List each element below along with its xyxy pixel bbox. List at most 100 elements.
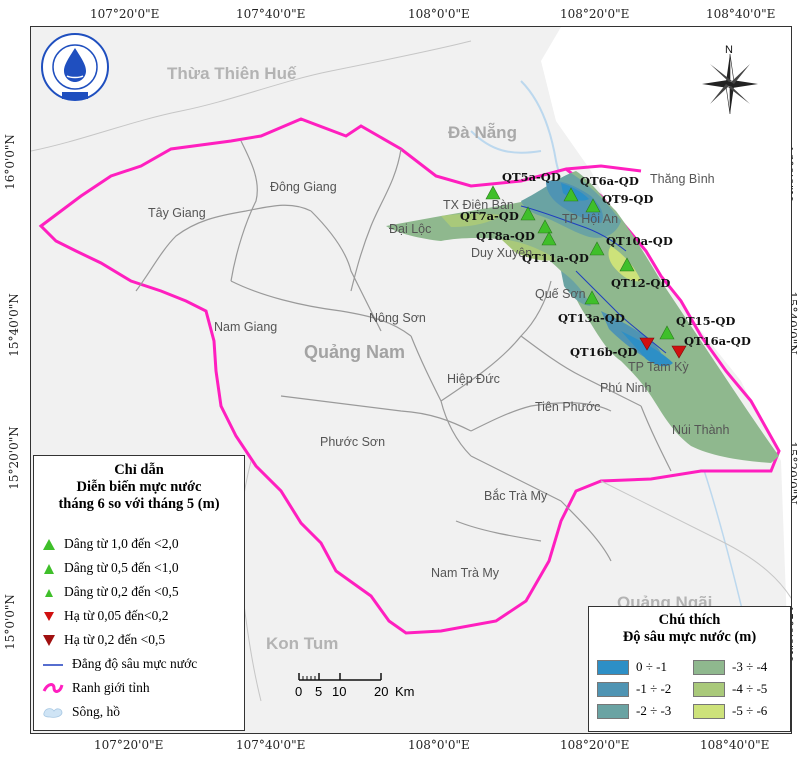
label-tx-dien-ban: TX Điện Bàn <box>443 198 514 212</box>
legend-item-label: Hạ từ 0,2 đến <0,5 <box>64 632 166 647</box>
label-bac-tra-my: Bắc Trà My <box>484 489 548 503</box>
legend-item-label: Ranh giới tỉnh <box>72 680 150 695</box>
triangle-up-large-icon <box>43 538 55 550</box>
legend-left-title-1: Chỉ dẫn <box>114 462 164 478</box>
station-label-qt16a: QT16a-QD <box>684 334 751 348</box>
station-label-qt8a: QT8a-QD <box>476 229 535 243</box>
label-nam-giang: Nam Giang <box>214 320 278 334</box>
coord-top-1: 107°20'0"E <box>90 7 160 21</box>
label-hiep-duc: Hiệp Đức <box>447 372 500 386</box>
legend-right-title-1: Chú thích <box>658 612 721 628</box>
station-label-qt5a: QT5a-QD <box>502 170 561 184</box>
label-nui-thanh: Núi Thành <box>672 423 730 437</box>
coord-top-2: 107°40'0"E <box>236 7 306 21</box>
legend-item-rise-medium: Dâng từ 0,5 đến <1,0 <box>42 560 179 576</box>
station-label-qt6a: QT6a-QD <box>580 174 639 188</box>
label-phu-ninh: Phú Ninh <box>600 381 652 395</box>
depth-class-label: -2 ÷ -3 <box>636 703 672 718</box>
legend-item-label: Đẳng độ sâu mực nước <box>72 656 198 671</box>
label-tp-hoi-an: TP Hội An <box>562 212 619 226</box>
station-label-qt7a: QT7a-QD <box>460 209 519 223</box>
depth-class-5: -5 ÷ -6 <box>693 703 767 719</box>
scale-tick-5: 5 <box>315 684 323 699</box>
legend-item-label: Dâng từ 0,2 đến <0,5 <box>64 584 179 599</box>
legend-left-title-3: tháng 6 so với tháng 5 (m) <box>58 496 220 512</box>
station-label-qt12: QT12-QD <box>611 276 671 290</box>
scale-unit: Km <box>395 684 415 699</box>
legend-item-label: Dâng từ 1,0 đến <2,0 <box>64 536 179 551</box>
label-dai-loc: Đại Lộc <box>389 222 432 236</box>
coord-bottom-5: 108°40'0"E <box>700 738 770 752</box>
depth-class-2: -2 ÷ -3 <box>597 703 671 719</box>
station-label-qt9: QT9-QD <box>602 192 654 206</box>
coord-top-5: 108°40'0"E <box>706 7 776 21</box>
cewafo-logo <box>41 33 109 101</box>
coord-left-1: 16°0'0"N <box>2 134 17 190</box>
label-dong-giang: Đông Giang <box>270 180 337 194</box>
province-boundary-icon <box>42 683 64 693</box>
legend-right-title-2: Độ sâu mực nước (m) <box>622 629 757 645</box>
scale-bar-graphic <box>298 673 382 681</box>
coord-left-2: 15°40'0"N <box>6 293 21 357</box>
label-que-son: Quế Sơn <box>535 287 586 301</box>
legend-left-title-2: Diễn biến mực nước <box>76 479 202 495</box>
label-phuoc-son: Phước Sơn <box>320 435 386 449</box>
coord-top-4: 108°20'0"E <box>560 7 630 21</box>
scale-tick-10: 10 <box>332 684 347 699</box>
coord-bottom-1: 107°20'0"E <box>94 738 164 752</box>
scale-tick-0: 0 <box>295 684 303 699</box>
label-quang-nam: Quảng Nam <box>304 342 406 362</box>
legend-item-rise-small: Dâng từ 0,2 đến <0,5 <box>42 584 179 600</box>
station-label-qt11a: QT11a-QD <box>522 251 589 265</box>
coord-left-3: 15°20'0"N <box>6 426 21 490</box>
label-kon-tum: Kon Tum <box>266 634 339 653</box>
depth-class-label: -5 ÷ -6 <box>732 703 768 718</box>
legend-depth: Chú thích Độ sâu mực nước (m) 0 ÷ -1 -1 … <box>588 606 791 732</box>
label-thua-thien-hue: Thừa Thiên Huế <box>167 64 297 83</box>
coord-bottom-3: 108°0'0"E <box>408 738 470 752</box>
label-tay-giang: Tây Giang <box>148 206 206 220</box>
legend-item-rise-large: Dâng từ 1,0 đến <2,0 <box>42 536 179 552</box>
coord-left-4: 15°0'0"N <box>2 594 17 650</box>
scale-bar: 0 5 10 20 Km <box>295 670 415 699</box>
depth-class-label: -1 ÷ -2 <box>636 681 672 696</box>
legend-item-isoline: Đẳng độ sâu mực nước <box>42 656 197 672</box>
legend-item-water: Sông, hồ <box>42 704 120 720</box>
legend-item-label: Dâng từ 0,5 đến <1,0 <box>64 560 179 575</box>
label-da-nang: Đà Nẵng <box>448 123 517 142</box>
depth-class-3: -3 ÷ -4 <box>693 659 767 675</box>
depth-class-label: -3 ÷ -4 <box>732 659 768 674</box>
triangle-down-medium-icon <box>43 634 55 646</box>
label-thang-binh: Thăng Bình <box>650 172 715 186</box>
district-boundaries <box>135 140 672 562</box>
triangle-up-small-icon <box>45 588 53 597</box>
sea-area <box>541 27 791 733</box>
compass-rose-icon <box>702 53 758 115</box>
isoline-icon <box>43 663 63 666</box>
station-label-qt10a: QT10a-QD <box>606 234 673 248</box>
legend-item-drop-small: Hạ từ 0,05 đến<0,2 <box>42 608 169 624</box>
coord-bottom-2: 107°40'0"E <box>236 738 306 752</box>
label-tp-tam-ky: TP Tam Kỳ <box>628 360 689 374</box>
triangle-down-small-icon <box>44 611 54 621</box>
depth-class-4: -4 ÷ -5 <box>693 681 767 697</box>
depth-class-label: 0 ÷ -1 <box>636 659 667 674</box>
river-han <box>470 130 542 154</box>
legend-item-boundary: Ranh giới tỉnh <box>42 680 150 696</box>
label-nong-son: Nông Sơn <box>369 311 426 325</box>
compass-north-label: N <box>725 44 733 56</box>
label-nam-tra-my: Nam Trà My <box>431 566 500 580</box>
station-label-qt16b: QT16b-QD <box>570 345 638 359</box>
water-body-icon <box>43 708 63 718</box>
legend-item-drop-medium: Hạ từ 0,2 đến <0,5 <box>42 632 165 648</box>
coord-top-3: 108°0'0"E <box>408 7 470 21</box>
depth-class-0: 0 ÷ -1 <box>597 659 667 675</box>
depth-class-1: -1 ÷ -2 <box>597 681 671 697</box>
legend-item-label: Hạ từ 0,05 đến<0,2 <box>64 608 169 623</box>
station-label-qt15: QT15-QD <box>676 314 736 328</box>
legend-item-label: Sông, hồ <box>72 704 121 719</box>
depth-class-label: -4 ÷ -5 <box>732 681 768 696</box>
legend-indicators: Chỉ dẫn Diễn biến mực nước tháng 6 so vớ… <box>33 455 245 731</box>
label-duy-xuyen: Duy Xuyên <box>471 246 533 260</box>
triangle-up-medium-icon <box>44 563 54 574</box>
